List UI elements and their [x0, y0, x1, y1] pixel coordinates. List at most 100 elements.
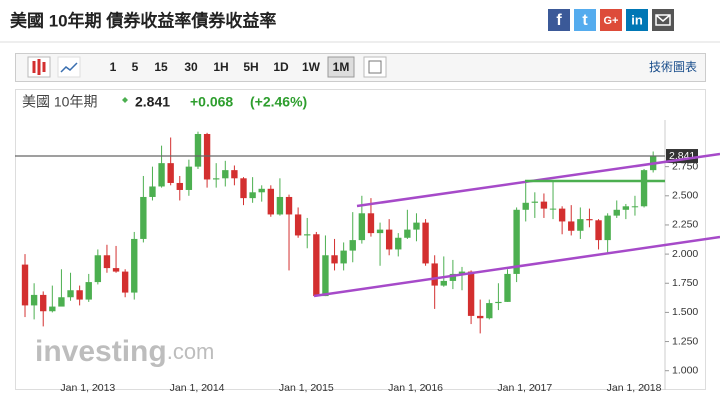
candle-body [94, 255, 102, 283]
share-icons: f t G+ in [548, 9, 674, 31]
candle-body [513, 209, 520, 274]
interval-button[interactable]: 1H [213, 60, 228, 74]
y-tick-label: 1.250 [672, 335, 698, 347]
facebook-icon[interactable] [548, 9, 570, 31]
google-label: G+ [604, 15, 619, 27]
candle-body [213, 178, 220, 180]
candle-body [112, 268, 120, 272]
interval-button[interactable]: 5H [243, 60, 258, 74]
candle-body [76, 290, 83, 300]
interval-button[interactable]: 1W [302, 60, 321, 74]
candle-body [422, 222, 429, 264]
candle-body [176, 182, 183, 190]
y-tick-label: 2.750 [672, 160, 698, 172]
interval-buttons: 1 5 15 30 1H 5H 1D 1W 1M [110, 56, 355, 78]
candle-body [449, 273, 457, 281]
candle-body [395, 237, 402, 250]
candle-body [631, 206, 639, 208]
google-icon[interactable] [600, 9, 622, 31]
twitter-icon[interactable] [574, 9, 596, 31]
candle-body [294, 214, 302, 236]
up-diamond [122, 97, 128, 103]
candle-body [58, 297, 65, 307]
watermark: investing.com [35, 335, 214, 368]
candle-body [85, 282, 92, 300]
toolbar [15, 53, 706, 82]
candle-body [49, 306, 56, 312]
interval-button[interactable]: 30 [184, 60, 198, 74]
linkedin-icon[interactable] [626, 9, 648, 31]
interval-button[interactable]: 1 [110, 60, 117, 74]
candle-icon [32, 59, 46, 75]
candle-body [640, 170, 648, 207]
candle-body [285, 196, 293, 215]
y-tick-label: 2.500 [672, 190, 698, 202]
selected-button[interactable] [327, 56, 355, 78]
x-tick-label: Jan 1, 2017 [497, 382, 552, 394]
plot: 1.000 1.250 1.500 1.750 2.000 2.250 2.500 2.750… [15, 120, 698, 394]
candle-body [404, 229, 411, 238]
candle-body [340, 250, 347, 264]
line-icon [60, 62, 78, 73]
quote-change: +0.068 [190, 94, 233, 110]
interval-button[interactable]: 15 [154, 60, 168, 74]
mail-glyph [655, 14, 671, 26]
candle-body [376, 229, 384, 234]
interval-button[interactable]: 5 [132, 60, 139, 74]
candle-body [304, 234, 311, 236]
candle-body [431, 263, 438, 286]
candle-body [604, 215, 611, 241]
interval-button[interactable]: 1D [273, 60, 289, 74]
candle-body [486, 303, 493, 319]
y-tick-label: 2.250 [672, 219, 698, 231]
candle-body [367, 213, 375, 234]
candle-body [30, 294, 38, 306]
x-tick-label: Jan 1, 2015 [279, 382, 334, 394]
candle-body [458, 271, 466, 274]
candle-body [158, 163, 165, 187]
candle-body [21, 264, 29, 306]
x-tick-label: Jan 1, 2013 [60, 382, 115, 394]
candle-body [531, 201, 539, 203]
line-type-button[interactable] [57, 56, 81, 78]
candle-body [231, 170, 238, 179]
candle-body [540, 201, 548, 209]
candle-body [203, 133, 211, 180]
candle-body [549, 208, 557, 210]
candle-body [577, 219, 584, 231]
tech-chart-link[interactable]: 技術圖表 [649, 60, 697, 74]
interval-button[interactable]: 1M [333, 60, 350, 74]
candle-body [568, 221, 575, 231]
candle-body [121, 271, 129, 293]
candle-body [349, 240, 356, 251]
candle-body [103, 255, 111, 269]
twitter-label: t [582, 12, 588, 29]
candle-body [504, 273, 511, 302]
candle-body [558, 208, 566, 222]
candle-body [522, 202, 529, 210]
settings-button[interactable] [363, 56, 387, 78]
candle-body [331, 255, 338, 264]
candle-body [595, 220, 602, 241]
watermark-brand: investing [35, 335, 167, 368]
y-tick-label: 1.500 [672, 306, 698, 318]
candle-body [167, 163, 174, 183]
candle-body [258, 188, 265, 193]
settings-icon [368, 60, 382, 74]
facebook-label: f [556, 12, 562, 29]
candle-body [313, 234, 320, 297]
candle-body [385, 229, 393, 250]
y-tick-label: 2.000 [672, 248, 698, 260]
candle-body [495, 301, 502, 304]
candle-body [413, 222, 420, 230]
candle-body [440, 280, 447, 286]
candle-body [149, 186, 156, 197]
x-tick-label: Jan 1, 2016 [388, 382, 443, 394]
quote-change-pct: (+2.46%) [250, 94, 307, 110]
quote-name: 美國 10年期 [22, 94, 97, 110]
candle-body [586, 219, 593, 221]
x-tick-label: Jan 1, 2018 [607, 382, 662, 394]
candle-body [622, 206, 630, 210]
candle-body [249, 192, 256, 199]
candle-body [467, 271, 475, 316]
